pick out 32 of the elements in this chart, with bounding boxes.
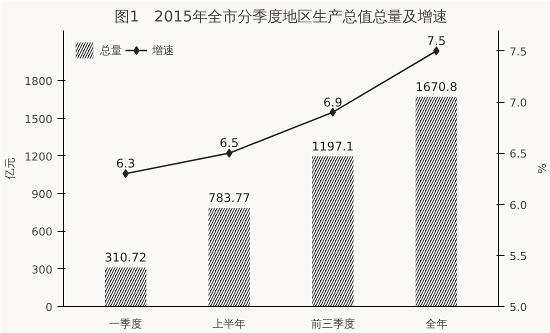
x-tick-label: 上半年 bbox=[212, 318, 246, 330]
data-label: 310.72 bbox=[104, 250, 147, 265]
y2-tick-label: 6.5 bbox=[510, 148, 527, 161]
y-tick-label: 1200 bbox=[24, 150, 53, 164]
point bbox=[433, 46, 440, 56]
data-label: 1670.8 bbox=[415, 80, 458, 94]
y2-tick-label: 7.5 bbox=[510, 45, 527, 58]
x-tick-label: 前三季度 bbox=[310, 318, 355, 330]
data-label: 7.5 bbox=[426, 34, 446, 48]
y2-axis-title: % bbox=[534, 163, 548, 174]
data-label: 1197.1 bbox=[312, 139, 354, 154]
legend-label: 总量 bbox=[100, 42, 122, 58]
data-label: 6.5 bbox=[220, 136, 239, 150]
y-tick-label: 1500 bbox=[24, 112, 53, 126]
y-tick-label: 600 bbox=[32, 226, 53, 239]
chart-title: 图1 2015年全市分季度地区生产总值总量及增速 bbox=[114, 8, 448, 26]
x-tick-label: 全年 bbox=[425, 318, 448, 330]
y2-tick-label: 5.5 bbox=[510, 250, 527, 263]
data-label: 783.77 bbox=[208, 191, 250, 206]
y2-tick-label: 5.0 bbox=[510, 301, 527, 314]
y-tick-label: 1800 bbox=[24, 75, 53, 88]
y-tick-label: 0 bbox=[46, 301, 52, 314]
legend-label: 增速 bbox=[152, 42, 174, 58]
point bbox=[122, 169, 129, 178]
data-label: 6.9 bbox=[323, 95, 342, 110]
data-label: 6.3 bbox=[116, 156, 136, 171]
y-tick-label: 900 bbox=[32, 188, 53, 202]
y-axis-title: 亿元 bbox=[4, 158, 17, 180]
x-tick-label: 一季度 bbox=[109, 318, 142, 330]
y2-tick-label: 7.0 bbox=[510, 96, 527, 110]
y2-tick-label: 6.0 bbox=[510, 198, 527, 212]
y-tick-label: 300 bbox=[32, 263, 53, 276]
